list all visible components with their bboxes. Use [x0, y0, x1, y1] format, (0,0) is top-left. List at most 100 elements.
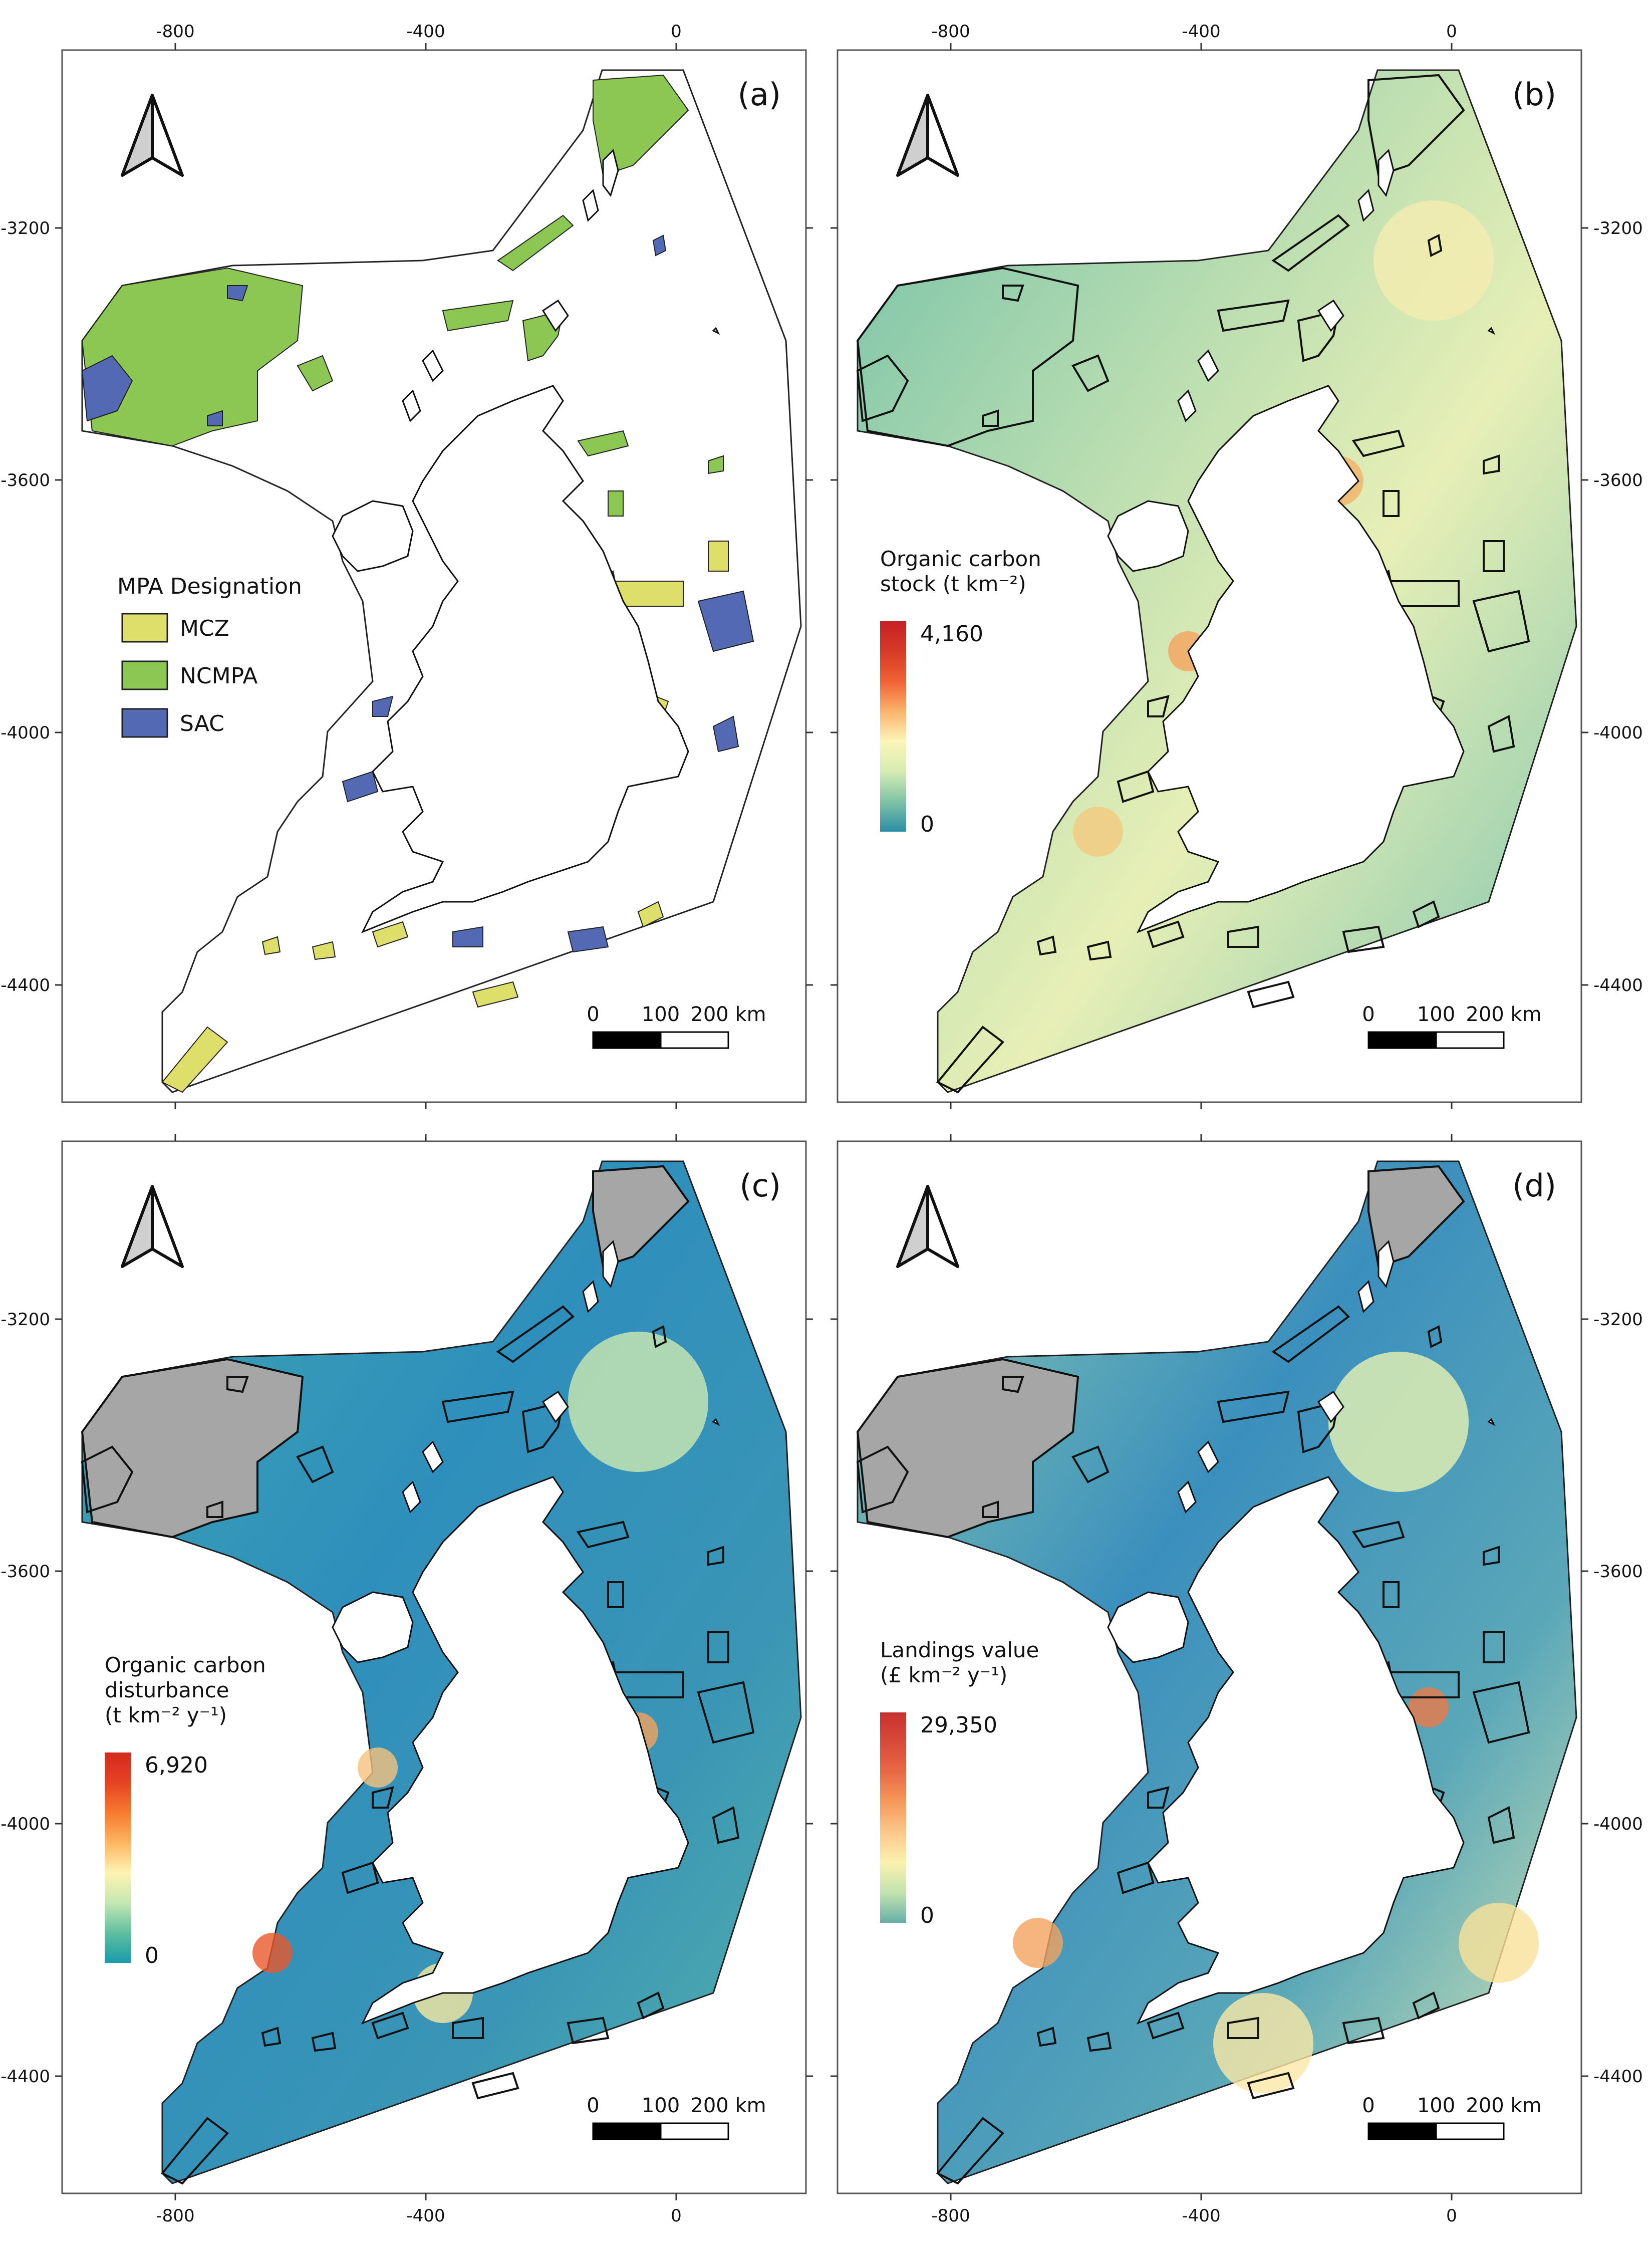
x-tick-label: -800 [931, 2206, 970, 2226]
scale-bar-label: 0 [1362, 2094, 1374, 2117]
x-tick-label: -400 [1182, 22, 1220, 42]
mpa-outline [607, 1581, 624, 1608]
mpa-outline [1472, 590, 1530, 653]
y-tick-label: -4000 [1593, 1814, 1643, 1834]
value-hotspot [1373, 200, 1494, 321]
mpa-outline [261, 2027, 282, 2047]
x-tick-label: -400 [406, 22, 445, 42]
mpa-ncmpa [442, 300, 514, 332]
mpa-mcz [637, 901, 664, 928]
map-area [856, 1160, 1577, 2185]
mpa-outline [1351, 1521, 1405, 1549]
scale-bar-label: 100 [1417, 1003, 1455, 1026]
land-island [602, 149, 619, 197]
mpa-outline [1086, 940, 1112, 961]
land-island [1378, 149, 1395, 197]
x-tick-label: -800 [931, 22, 970, 42]
colorbar-max: 6,920 [145, 1752, 208, 1778]
scale-bar: 0 100 200 km [587, 2094, 766, 2140]
land-island [541, 1390, 569, 1423]
mpa-ncmpa [708, 455, 724, 474]
north-arrow-icon [896, 94, 959, 177]
mpa-mcz [261, 936, 281, 955]
mpa-outline [81, 1445, 134, 1514]
scale-bar: 0 100 200 km [587, 1003, 766, 1049]
legend-label: MCZ [180, 616, 229, 641]
mpa-ncmpa [608, 490, 624, 517]
panel-label: (c) [740, 1167, 781, 1204]
mpa-outline [1071, 354, 1110, 392]
mpa-outline [160, 2117, 229, 2185]
mpa-outline [567, 2017, 610, 2045]
mpa-outline [371, 2012, 409, 2040]
mpa-mcz [372, 921, 409, 948]
mpa-outline [496, 1305, 575, 1363]
value-hotspot [1213, 1993, 1313, 2093]
value-hotspot [1459, 1903, 1539, 1983]
no-data-region [82, 1359, 303, 1537]
mpa-outline [1412, 1991, 1440, 2020]
mpa-outline [576, 1521, 630, 1549]
mpa-outline [1071, 1445, 1110, 1483]
y-tick-label: -3600 [1593, 1562, 1643, 1582]
map-area [81, 69, 802, 1093]
scale-bar-label: 200 km [690, 1003, 766, 1026]
colorbar-max: 29,350 [920, 1712, 997, 1738]
x-tick-label: 0 [1446, 2206, 1457, 2226]
x-tick-label: 0 [1446, 22, 1457, 42]
x-tick-label: 0 [671, 2206, 682, 2226]
scale-bar-label: 0 [587, 1003, 599, 1026]
mpa-outline [1147, 1786, 1170, 1809]
land-island [712, 1418, 720, 1426]
x-tick-label: -400 [1182, 2206, 1220, 2226]
panel-label: (b) [1512, 76, 1556, 113]
mpa-outline [1271, 214, 1350, 272]
mpa-outline [652, 1325, 667, 1348]
y-tick-label: -4000 [1, 723, 50, 743]
mpa-outline [1412, 900, 1440, 928]
land-island [422, 1440, 444, 1473]
land-island [1317, 299, 1344, 332]
x-tick-label: -400 [406, 2206, 445, 2226]
value-hotspot [1073, 807, 1123, 857]
mpa-sac [567, 926, 609, 953]
mpa-outline [1483, 454, 1500, 475]
colorbar-title: disturbance [105, 1678, 229, 1702]
value-hotspot [1013, 1918, 1063, 1968]
mpa-outline [697, 1681, 755, 1744]
land-island [1487, 327, 1496, 335]
mpa-outline [452, 2017, 484, 2039]
mpa-outline [341, 1861, 379, 1894]
land-ireland [1107, 1591, 1189, 1663]
map-area [81, 1160, 802, 2185]
mpa-sac [652, 234, 667, 257]
mpa-outline [226, 1376, 249, 1393]
land-island [582, 189, 599, 222]
y-tick-label: -3600 [1593, 470, 1643, 490]
mpa-outline [856, 1358, 1079, 1539]
colorbar-title: Landings value [880, 1638, 1039, 1662]
scale-bar-label: 200 km [1466, 1003, 1541, 1026]
scale-bar-label: 200 km [690, 2094, 766, 2117]
scale-bar-label: 100 [642, 1003, 680, 1026]
land-great-britain [1136, 1476, 1465, 2025]
scale-bar-label: 100 [1417, 2094, 1455, 2117]
mpa-mcz [472, 981, 519, 1008]
mpa-outline [936, 2117, 1004, 2185]
mpa-ncmpa [593, 74, 689, 176]
mpa-ncmpa [81, 267, 304, 447]
mpa-outline [1002, 285, 1024, 302]
colorbar-ramp [880, 1712, 906, 1923]
y-tick-label: -4400 [1, 2067, 50, 2087]
land-ireland [1107, 500, 1189, 572]
y-tick-label: -4400 [1593, 975, 1643, 995]
mpa-outline [637, 1991, 665, 2020]
land-island [1487, 1418, 1496, 1426]
mpa-outline [1383, 490, 1400, 517]
mpa-outline [1227, 2017, 1259, 2039]
panel-label: (d) [1512, 1167, 1556, 1204]
mpa-outline [1117, 770, 1155, 803]
mpa-outline [1036, 935, 1057, 956]
mpa-outline [1342, 925, 1385, 953]
